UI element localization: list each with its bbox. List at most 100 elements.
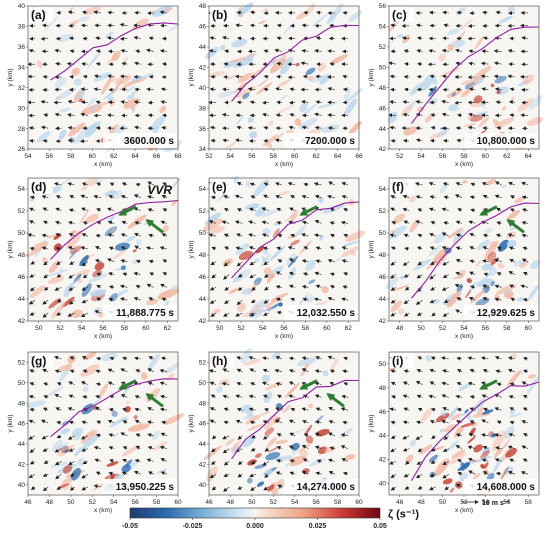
wind-vector	[107, 368, 115, 373]
wind-vector	[415, 299, 423, 305]
wind-vector	[263, 182, 269, 187]
panel-label: (c)	[392, 8, 407, 22]
vorticity-patch	[71, 467, 81, 481]
y-tick-label: 48	[379, 85, 387, 92]
y-tick-label: 48	[379, 385, 387, 392]
wind-vector	[42, 312, 49, 318]
wind-vector	[27, 233, 36, 238]
x-tick-label: 50	[216, 325, 224, 332]
wind-vector	[69, 261, 75, 265]
colorbar-tick-label: -0.05	[122, 523, 138, 530]
wind-vector	[261, 207, 269, 212]
wind-vector	[68, 287, 75, 291]
colorbar-tick-label: 0.05	[373, 523, 387, 530]
x-tick-label: 48	[227, 499, 235, 506]
wind-vector	[28, 48, 36, 53]
wind-vector	[442, 36, 449, 41]
vorticity-patch	[400, 275, 405, 280]
wind-vector	[509, 87, 515, 92]
wind-vector	[82, 274, 88, 279]
wind-vector	[415, 138, 423, 143]
vorticity-patch	[261, 209, 279, 217]
y-tick-label: 42	[379, 318, 387, 325]
contour-line	[231, 201, 360, 279]
wind-vector	[404, 87, 410, 92]
vorticity-patch	[101, 78, 112, 95]
y-tick-label: 42	[379, 456, 387, 463]
y-tick-label: 52	[379, 208, 387, 215]
wind-vector	[329, 246, 335, 251]
x-axis-label: x (km)	[275, 333, 293, 340]
vorticity-patch	[29, 285, 46, 299]
wind-vector	[147, 181, 154, 186]
panel-label-bg	[29, 353, 53, 368]
vorticity-patch	[308, 279, 316, 284]
wind-vector	[120, 194, 128, 199]
x-axis-label: x (km)	[94, 161, 112, 168]
x-tick-label: 60	[142, 325, 150, 332]
x-tick-label: 54	[78, 325, 86, 332]
wind-vector	[389, 100, 397, 105]
x-axis-label: x (km)	[455, 333, 473, 340]
wind-vector	[236, 10, 243, 15]
wind-vector	[54, 182, 62, 187]
wind-vector	[508, 181, 515, 186]
vorticity-patch	[171, 284, 178, 291]
wind-vector	[329, 285, 335, 289]
wind-vector	[276, 74, 283, 79]
vorticity-patch	[403, 126, 418, 136]
time-label: 10,800.000 s	[477, 136, 536, 147]
wind-vector	[480, 74, 489, 79]
wind-vector	[315, 259, 322, 264]
wind-vector	[389, 233, 397, 238]
wind-vector	[29, 311, 36, 316]
wind-vector	[343, 208, 349, 212]
wind-vector	[482, 195, 489, 199]
wind-vector	[43, 274, 49, 279]
vorticity-patch	[257, 20, 267, 25]
wind-vector	[247, 87, 256, 92]
wind-vector	[68, 461, 75, 465]
wind-vector	[224, 286, 230, 291]
wind-vector	[160, 458, 168, 462]
vorticity-patch	[474, 35, 485, 50]
wind-vector	[160, 87, 168, 92]
wind-vector	[416, 312, 423, 316]
wind-vector	[263, 312, 269, 316]
vorticity-patch	[254, 258, 260, 263]
wind-vector	[417, 261, 423, 266]
vorticity-patch	[85, 122, 99, 138]
vorticity-patch	[392, 284, 410, 292]
vorticity-patch	[296, 357, 317, 367]
wind-vector	[55, 207, 62, 212]
wind-vector	[455, 182, 463, 186]
wind-vector	[313, 297, 322, 302]
wind-vector	[443, 221, 449, 225]
y-tick-label: 50	[18, 230, 26, 237]
vorticity-patch	[503, 289, 510, 295]
wind-vector	[96, 272, 102, 277]
wind-vector	[160, 471, 168, 476]
wind-vector	[249, 261, 256, 266]
wind-vector	[134, 233, 141, 237]
wind-vector	[301, 284, 309, 289]
vorticity-patch	[135, 238, 142, 246]
panel-b: 52 54 56 58 60 62 64 66 34 36 38 40 42 44 46 48 x (km) y …	[188, 2, 364, 168]
wind-vector	[509, 258, 515, 263]
y-tick-label: 46	[199, 24, 207, 31]
y-tick-label: 48	[379, 252, 387, 259]
y-tick-label: 44	[18, 441, 26, 448]
wind-vector	[329, 221, 335, 226]
wind-vector	[29, 207, 36, 212]
vorticity-patch	[506, 240, 517, 248]
wind-vector	[121, 87, 128, 92]
wind-vector	[209, 207, 217, 212]
wind-vector	[95, 471, 102, 476]
wind-vector	[55, 233, 62, 237]
wind-vector	[509, 113, 515, 118]
wind-vector	[95, 36, 102, 41]
x-tick-label: 56	[439, 153, 447, 160]
wind-vector	[96, 182, 102, 187]
x-axis-label: x (km)	[275, 161, 293, 168]
vorticity-patch	[481, 263, 493, 271]
